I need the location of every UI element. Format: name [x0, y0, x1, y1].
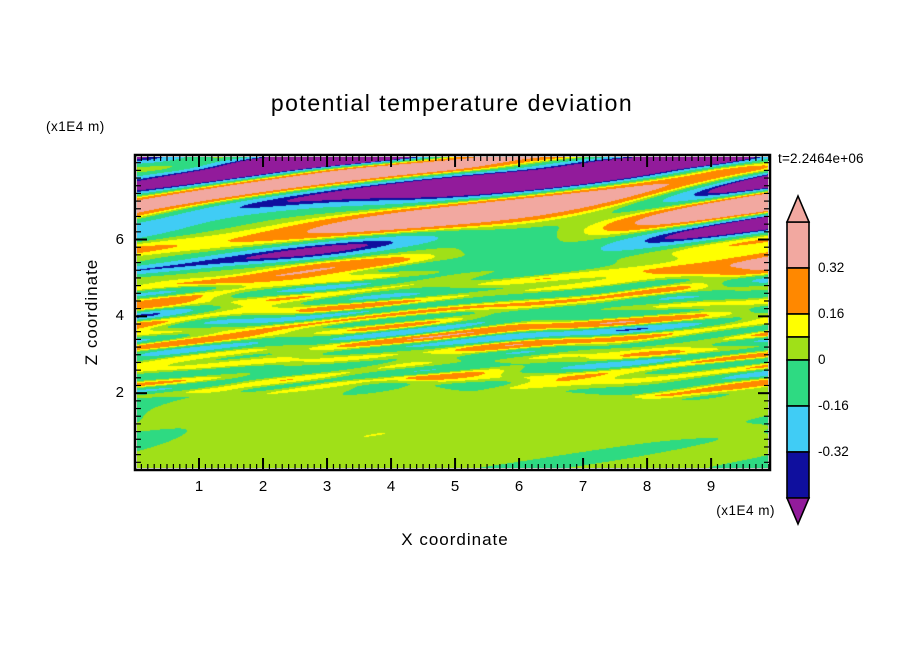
- x-tick-label: 2: [258, 478, 268, 495]
- x-tick-label: 5: [450, 478, 460, 495]
- x-axis-label: X coordinate: [401, 530, 509, 549]
- y-tick-label: 4: [115, 307, 124, 325]
- time-annotation: t=2.2464e+06: [778, 151, 864, 166]
- colorbar-tick-label: 0.32: [818, 260, 845, 275]
- x-tick-label: 8: [642, 478, 652, 495]
- y-tick-label: 6: [115, 230, 124, 248]
- y-tick-label: 2: [115, 384, 124, 402]
- colorbar-tick-label: 0.16: [818, 306, 845, 321]
- x-tick-label: 1: [194, 478, 204, 495]
- chart-title: potential temperature deviation: [270, 90, 634, 116]
- x-tick-label: 4: [386, 478, 396, 495]
- x-tick-label: 6: [514, 478, 524, 495]
- x-tick-label: 7: [578, 478, 588, 495]
- colorbar-tick-label: -0.32: [818, 444, 849, 459]
- colorbar-tick-label: -0.16: [818, 398, 849, 413]
- y-axis-unit-label: (x1E4 m): [46, 119, 105, 134]
- colorbar-tick-label: 0: [818, 352, 826, 367]
- x-axis-unit-label: (x1E4 m): [716, 503, 775, 518]
- x-tick-label: 3: [322, 478, 332, 495]
- x-tick-label: 9: [706, 478, 716, 495]
- contour-field-canvas: [137, 157, 768, 468]
